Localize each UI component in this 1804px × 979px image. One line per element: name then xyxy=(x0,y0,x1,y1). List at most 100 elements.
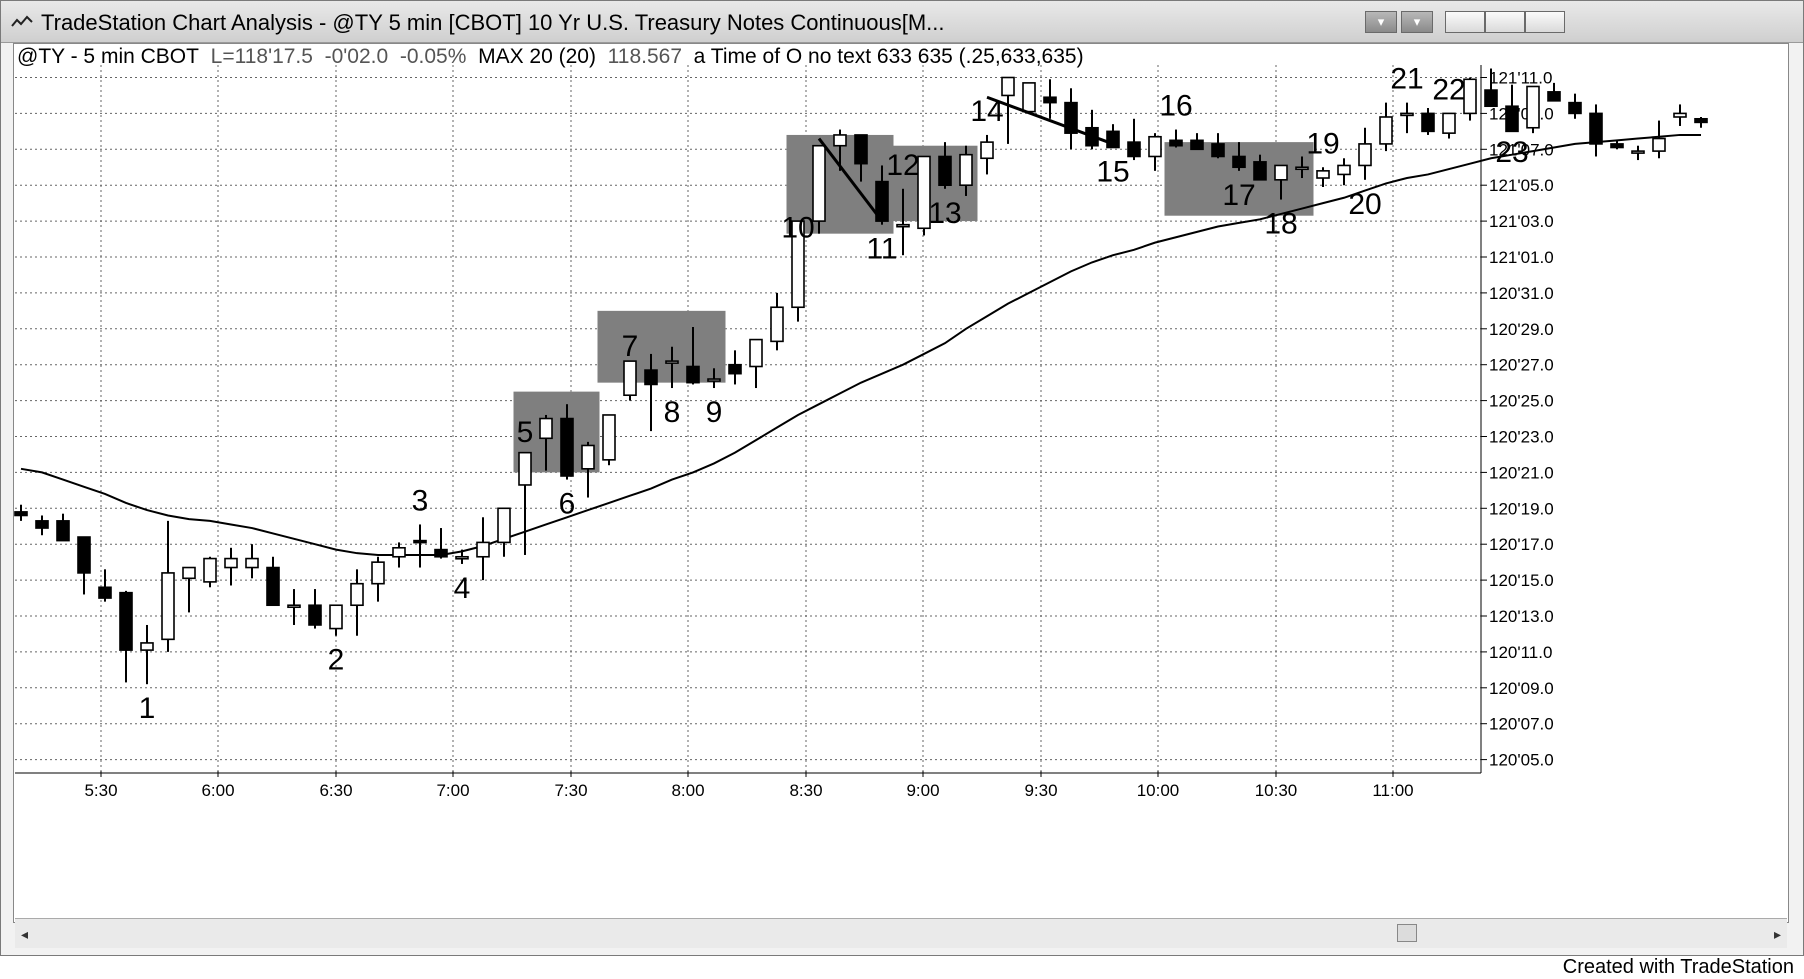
consolidation-box xyxy=(597,310,726,383)
status-line: @TY - 5 min CBOT L=118'17.5 -0'02.0 -0.0… xyxy=(17,45,1084,69)
minimize-button[interactable] xyxy=(1445,11,1485,33)
wave-label-20: 20 xyxy=(1348,188,1381,221)
price-change: -0'02.0 xyxy=(324,45,389,68)
wave-label-22: 22 xyxy=(1432,73,1465,106)
scroll-left-icon[interactable]: ◂ xyxy=(21,926,29,942)
y-tick-label: 120'05.0 xyxy=(1489,751,1554,770)
x-tick-label: 9:30 xyxy=(1024,781,1057,800)
candle-body xyxy=(140,642,154,651)
candle-body xyxy=(392,546,406,558)
wave-label-3: 3 xyxy=(412,484,429,517)
candle-body xyxy=(770,306,784,343)
candle-body xyxy=(896,223,910,228)
chart-window: TradeStation Chart Analysis - @TY 5 min … xyxy=(0,0,1804,956)
x-tick-label: 6:30 xyxy=(319,781,352,800)
wave-label-10: 10 xyxy=(781,212,814,245)
y-tick-label: 120'21.0 xyxy=(1489,463,1554,482)
x-tick-label: 8:00 xyxy=(671,781,704,800)
candle-body xyxy=(623,360,637,397)
candle-body xyxy=(1316,170,1330,179)
x-tick-label: 7:00 xyxy=(436,781,469,800)
candle-body xyxy=(1463,78,1477,115)
x-tick-label: 5:30 xyxy=(84,781,117,800)
candle-body xyxy=(413,539,427,544)
scroll-thumb[interactable] xyxy=(1397,924,1417,942)
indicator-value: 118.567 xyxy=(607,45,682,68)
wave-label-7: 7 xyxy=(622,330,639,363)
candle-body xyxy=(1610,143,1624,149)
credit-text: Created with TradeStation xyxy=(1562,956,1794,978)
candle-body xyxy=(287,604,301,609)
candle-body xyxy=(497,507,511,544)
wave-label-19: 19 xyxy=(1306,127,1339,160)
x-tick-label: 6:00 xyxy=(201,781,234,800)
y-tick-label: 121'11.0 xyxy=(1489,69,1552,88)
candle-body xyxy=(161,572,175,641)
candle-body xyxy=(1295,166,1309,171)
trend-line xyxy=(986,95,1114,146)
candle-body xyxy=(98,586,112,599)
candle-body xyxy=(1022,82,1036,113)
close-button[interactable] xyxy=(1525,11,1565,33)
scroll-right-icon[interactable]: ▸ xyxy=(1773,926,1781,942)
candle-body xyxy=(1190,139,1204,151)
wave-label-2: 2 xyxy=(328,644,345,677)
candle-body xyxy=(1358,143,1372,167)
x-tick-label: 8:30 xyxy=(789,781,822,800)
candle-body xyxy=(1589,112,1603,145)
price-chart: 121'11.0 121'09.0 121'07.0 121'05.0 121'03.0… xyxy=(14,63,1708,800)
candle-body xyxy=(1106,130,1120,149)
candle-body xyxy=(455,555,469,560)
indicator-name: MAX 20 (20) xyxy=(478,45,596,68)
candle-body xyxy=(602,414,616,461)
candle-body xyxy=(707,378,721,382)
y-tick-label: 121'03.0 xyxy=(1489,212,1554,231)
candle-body xyxy=(1400,112,1414,117)
candle-body xyxy=(1232,155,1246,169)
candle-body xyxy=(581,444,595,470)
candle-body xyxy=(35,520,49,529)
wave-label-11: 11 xyxy=(866,233,897,266)
y-tick-label: 120'29.0 xyxy=(1489,320,1554,339)
wave-label-5: 5 xyxy=(517,416,534,449)
wave-label-15: 15 xyxy=(1096,156,1129,189)
candle-body xyxy=(854,134,868,165)
y-tick-label: 120'27.0 xyxy=(1489,356,1554,375)
wave-label-9: 9 xyxy=(706,396,723,429)
candle-body xyxy=(1652,137,1666,152)
x-tick-label: 10:00 xyxy=(1137,781,1180,800)
wave-label-12: 12 xyxy=(886,149,919,182)
candle-body xyxy=(77,536,91,574)
y-tick-label: 120'11.0 xyxy=(1489,643,1552,662)
y-tick-label: 120'31.0 xyxy=(1489,284,1554,303)
title-bar[interactable]: TradeStation Chart Analysis - @TY 5 min … xyxy=(1,1,1803,43)
y-tick-label: 120'25.0 xyxy=(1489,392,1554,411)
candle-body xyxy=(203,557,217,583)
candle-body xyxy=(182,566,196,580)
wave-label-13: 13 xyxy=(928,197,961,230)
wave-label-18: 18 xyxy=(1264,208,1297,241)
menu-dropdown-button-2[interactable]: ▾ xyxy=(1401,11,1433,33)
candle-body xyxy=(56,520,70,542)
wave-label-4: 4 xyxy=(454,572,471,605)
candle-body xyxy=(665,360,679,364)
y-tick-label: 121'05.0 xyxy=(1489,176,1554,195)
wave-label-1: 1 xyxy=(139,692,156,725)
candle-body xyxy=(434,548,448,558)
y-tick-label: 120'17.0 xyxy=(1489,535,1554,554)
trend-line xyxy=(817,137,884,223)
candle-body xyxy=(1148,135,1162,158)
maximize-button[interactable] xyxy=(1485,11,1525,33)
candle-body xyxy=(1505,105,1519,133)
y-tick-label: 121'07.0 xyxy=(1489,140,1554,159)
candle-body xyxy=(833,134,847,147)
candle-body xyxy=(1442,112,1456,134)
wave-label-6: 6 xyxy=(559,488,576,521)
horizontal-scrollbar[interactable]: ◂ ▸ xyxy=(15,918,1787,948)
candle-body xyxy=(1337,164,1351,176)
candle-body xyxy=(1631,150,1645,154)
candle-body xyxy=(917,155,931,230)
wave-label-8: 8 xyxy=(664,396,681,429)
candle-body xyxy=(1001,76,1015,97)
menu-dropdown-button[interactable]: ▾ xyxy=(1365,11,1397,33)
